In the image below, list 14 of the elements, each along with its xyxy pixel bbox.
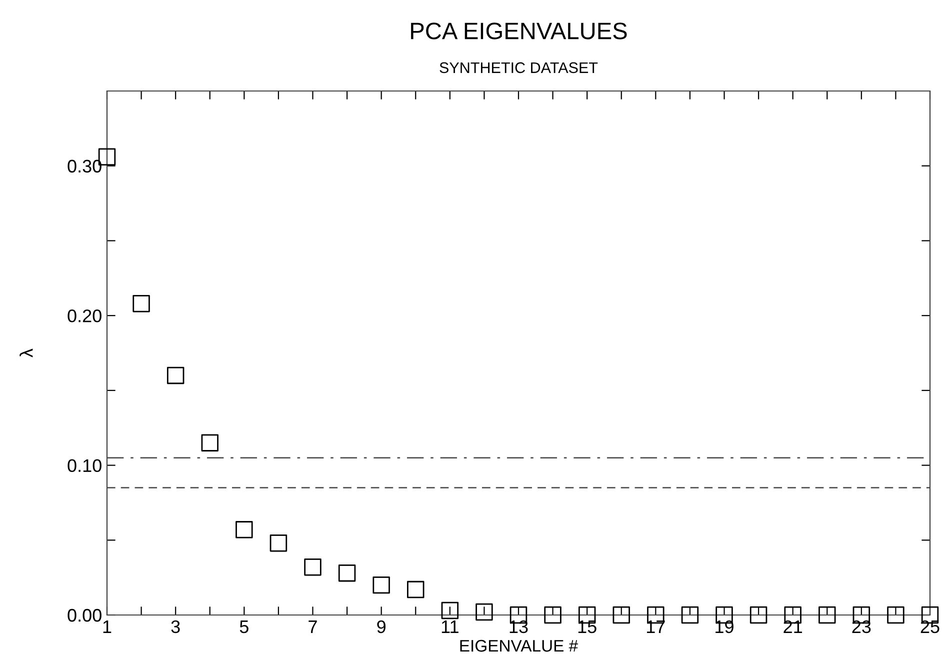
y-tick-label: 0.10 (68, 459, 102, 472)
x-tick-label: 7 (308, 620, 317, 633)
y-axis-title: λ (20, 348, 33, 358)
chart-subtitle: SYNTHETIC DATASET (440, 62, 598, 74)
x-tick-label: 11 (442, 620, 458, 633)
x-tick-label: 5 (240, 620, 248, 634)
y-tick-label: 0.20 (68, 310, 102, 322)
y-tick-label: 0.00 (68, 608, 102, 622)
chart-title: PCA EIGENVALUES (411, 22, 627, 40)
x-tick-label: 3 (171, 620, 180, 634)
x-tick-label: 1 (103, 620, 112, 633)
y-tick-label: 0.30 (68, 160, 102, 173)
x-tick-label: 9 (377, 620, 386, 634)
x-axis-title: EIGENVALUE # (460, 640, 578, 652)
